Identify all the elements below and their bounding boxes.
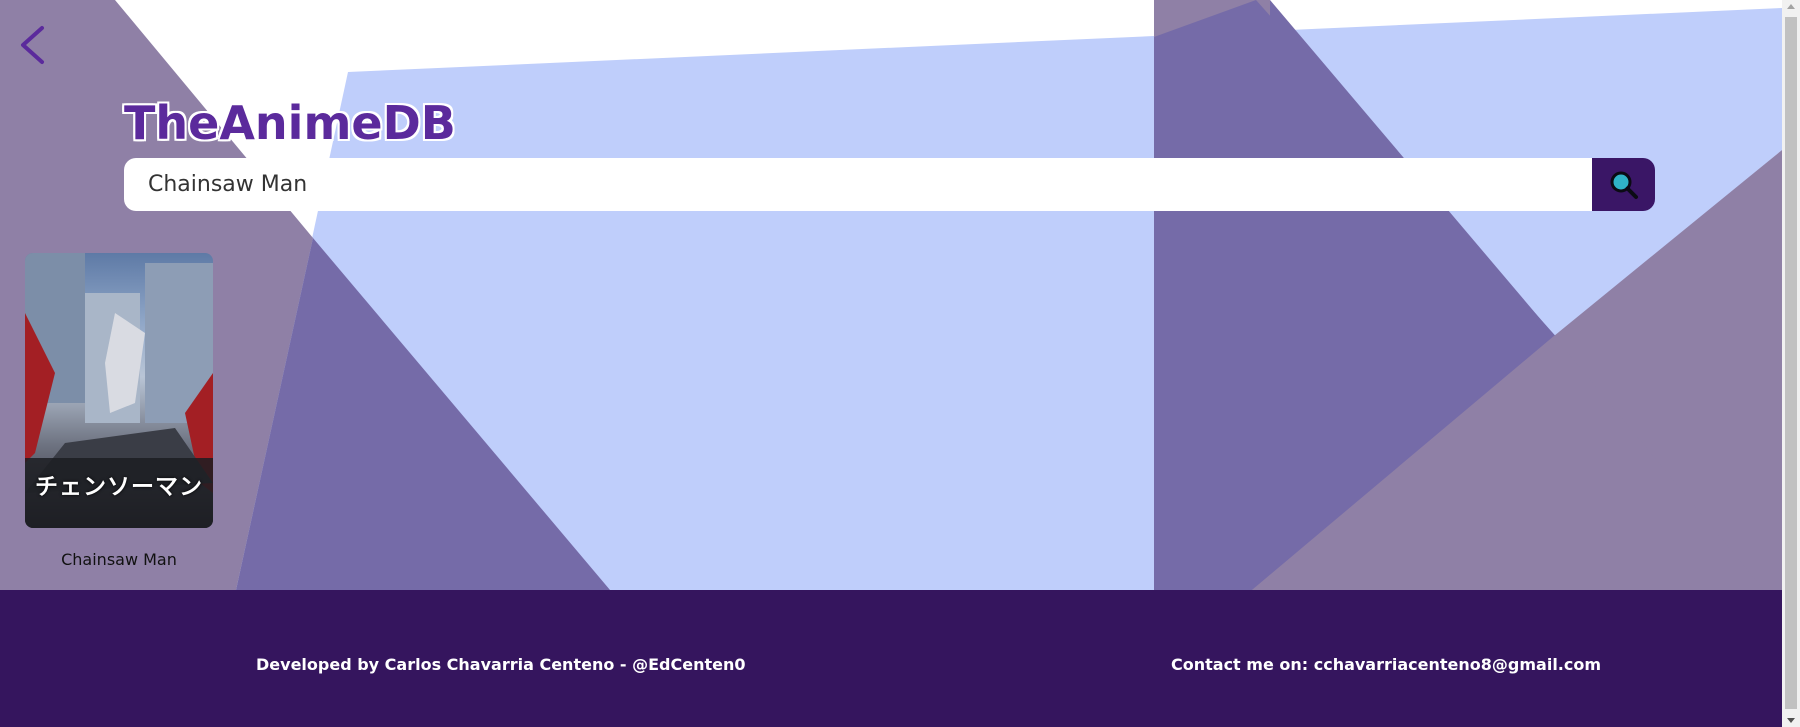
- scroll-down-arrow-icon[interactable]: [1787, 718, 1795, 723]
- chevron-left-icon: [21, 26, 44, 64]
- footer-developer-credit: Developed by Carlos Chavarria Centeno - …: [256, 655, 746, 674]
- search-input[interactable]: [124, 158, 1592, 211]
- back-button[interactable]: [14, 20, 54, 70]
- footer: Developed by Carlos Chavarria Centeno - …: [0, 590, 1782, 727]
- scroll-up-arrow-icon[interactable]: [1787, 4, 1795, 9]
- poster-title: チェンソーマン: [35, 474, 203, 500]
- background-shapes: [0, 0, 1782, 590]
- site-logo[interactable]: TheAnimeDB: [124, 96, 456, 150]
- anime-poster[interactable]: チェンソーマン: [25, 253, 213, 528]
- search-icon: [1610, 171, 1638, 199]
- anime-card[interactable]: チェンソーマン Chainsaw Man: [25, 253, 213, 569]
- scrollbar[interactable]: [1782, 0, 1800, 727]
- footer-contact: Contact me on: cchavarriacenteno8@gmail.…: [1171, 655, 1602, 674]
- anime-title[interactable]: Chainsaw Man: [61, 550, 177, 569]
- search-button[interactable]: [1592, 158, 1655, 211]
- scrollbar-thumb[interactable]: [1785, 17, 1797, 709]
